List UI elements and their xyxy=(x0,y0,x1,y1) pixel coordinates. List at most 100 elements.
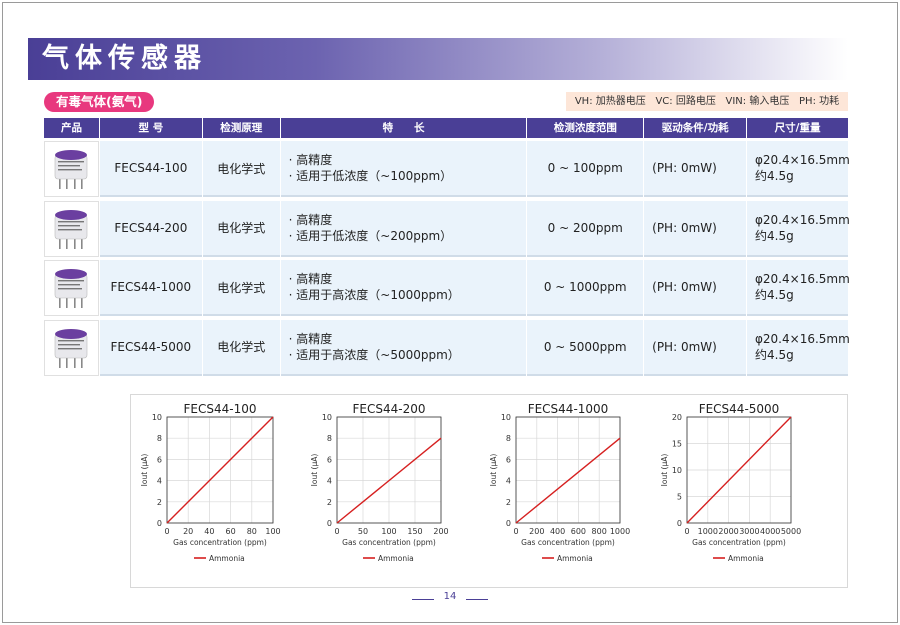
feature-concentration: · 适用于低浓度（~200ppm） xyxy=(288,228,453,243)
feature-accuracy: · 高精度 xyxy=(288,153,333,167)
feature-accuracy: · 高精度 xyxy=(288,331,333,346)
y-tick-label: 4 xyxy=(157,477,162,486)
page-number: 14 xyxy=(443,591,457,602)
principle-cell: 电化学式 xyxy=(202,200,280,257)
y-tick-label: 6 xyxy=(506,455,511,464)
y-tick-label: 4 xyxy=(506,477,511,486)
header-banner: 气体传感器 xyxy=(28,38,848,80)
power-cell: (PH: 0mW) xyxy=(644,260,746,316)
x-tick-label: 2000 xyxy=(718,527,738,536)
y-tick-label: 0 xyxy=(157,519,162,528)
series-line-ammonia xyxy=(686,416,792,524)
x-tick-label: 80 xyxy=(247,527,257,536)
power-cell: (PH: 0mW) xyxy=(644,200,746,257)
plot-frame xyxy=(686,416,792,524)
feature-concentration: · 适用于高浓度（~1000ppm） xyxy=(288,288,460,302)
x-tick-label: 1000 xyxy=(610,527,630,536)
x-axis-label: Gas concentration (ppm) xyxy=(521,538,615,547)
model-cell: FECS44-200 xyxy=(99,200,202,257)
y-tick-label: 0 xyxy=(506,519,511,528)
product-image xyxy=(44,141,99,197)
x-tick-label: 0 xyxy=(164,527,169,536)
y-tick-label: 10 xyxy=(152,413,162,422)
table-row: FECS44-100 电化学式 · 高精度 · 适用于低浓度（~100ppm） … xyxy=(44,141,850,197)
x-axis-label: Gas concentration (ppm) xyxy=(342,538,436,547)
legend-label: Ammonia xyxy=(557,554,593,563)
x-tick-label: 5000 xyxy=(781,527,801,536)
col-range: 检测浓度范围 xyxy=(527,118,644,138)
y-tick-label: 4 xyxy=(327,477,332,486)
table-row: FECS44-200 电化学式 · 高精度 · 适用于低浓度（~200ppm） … xyxy=(44,200,850,257)
range-cell: 0 ~ 200ppm xyxy=(527,200,644,257)
abbreviation-legend: VH: 加热器电压 VC: 回路电压 VIN: 输入电压 PH: 功耗 xyxy=(566,92,848,111)
size-cell: φ20.4×16.5mm 约4.5g xyxy=(747,260,850,316)
footer-line-right xyxy=(466,599,488,600)
weight-value: 约4.5g xyxy=(755,228,794,243)
x-tick-label: 40 xyxy=(204,527,214,536)
y-axis-label: Iout (μA) xyxy=(489,454,498,487)
sensor-icon xyxy=(55,209,88,249)
y-tick-label: 8 xyxy=(157,434,162,443)
feature-concentration: · 适用于低浓度（~100ppm） xyxy=(288,169,453,183)
sensor-icon xyxy=(55,269,88,308)
y-tick-label: 6 xyxy=(157,455,162,464)
x-tick-label: 150 xyxy=(407,527,422,536)
size-value: φ20.4×16.5mm xyxy=(755,331,850,346)
x-tick-label: 800 xyxy=(592,527,607,536)
x-tick-label: 4000 xyxy=(760,527,780,536)
x-tick-label: 0 xyxy=(513,527,518,536)
weight-value: 约4.5g xyxy=(755,169,794,183)
legend-label: Ammonia xyxy=(209,554,245,563)
y-tick-label: 0 xyxy=(677,519,682,528)
col-principle: 检测原理 xyxy=(202,118,280,138)
x-tick-label: 50 xyxy=(358,527,368,536)
y-axis-label: Iout (μA) xyxy=(660,454,669,487)
charts-panel: FECS44-100 0 20 40 60 80 100 0 2 4 6 8 10 Gas concent… xyxy=(130,394,848,588)
size-value: φ20.4×16.5mm xyxy=(755,212,850,227)
model-cell: FECS44-100 xyxy=(99,141,202,197)
legend-label: Ammonia xyxy=(728,554,764,563)
legend-vin: VIN: 输入电压 xyxy=(725,96,790,107)
size-value: φ20.4×16.5mm xyxy=(755,272,850,286)
section-label: 有毒气体(氨气) xyxy=(44,92,155,112)
chart: FECS44-200 0 50 100 150 200 0 2 4 6 8 10 Gas concent… xyxy=(310,402,449,563)
features-cell: · 高精度 · 适用于高浓度（~5000ppm） xyxy=(280,319,527,376)
legend-vh: VH: 加热器电压 xyxy=(574,96,646,107)
y-tick-label: 20 xyxy=(672,413,682,422)
size-cell: φ20.4×16.5mm 约4.5g xyxy=(747,141,850,197)
x-axis-label: Gas concentration (ppm) xyxy=(692,538,786,547)
x-tick-label: 200 xyxy=(433,527,448,536)
product-image xyxy=(44,200,99,257)
x-tick-label: 0 xyxy=(334,527,339,536)
chart: FECS44-1000 0 200 400 600 800 1000 0 2 4 6 8 10 Gas c… xyxy=(489,402,630,563)
x-tick-label: 60 xyxy=(226,527,236,536)
features-cell: · 高精度 · 适用于低浓度（~200ppm） xyxy=(280,200,527,257)
range-cell: 0 ~ 5000ppm xyxy=(527,319,644,376)
x-tick-label: 200 xyxy=(529,527,544,536)
x-tick-label: 100 xyxy=(381,527,396,536)
size-cell: φ20.4×16.5mm 约4.5g xyxy=(747,200,850,257)
chart-title: FECS44-100 xyxy=(184,402,257,416)
col-product: 产品 xyxy=(44,118,99,138)
table-row: FECS44-5000 电化学式 · 高精度 · 适用于高浓度（~5000ppm… xyxy=(44,319,850,376)
y-tick-label: 2 xyxy=(506,498,511,507)
series-line-ammonia xyxy=(336,437,442,524)
x-tick-label: 1000 xyxy=(698,527,718,536)
y-tick-label: 6 xyxy=(327,455,332,464)
feature-accuracy: · 高精度 xyxy=(288,272,333,286)
legend-vc: VC: 回路电压 xyxy=(655,96,716,107)
range-cell: 0 ~ 100ppm xyxy=(527,141,644,197)
y-axis-label: Iout (μA) xyxy=(140,454,149,487)
col-model: 型 号 xyxy=(99,118,202,138)
x-tick-label: 600 xyxy=(571,527,586,536)
principle-cell: 电化学式 xyxy=(202,141,280,197)
size-cell: φ20.4×16.5mm 约4.5g xyxy=(747,319,850,376)
legend-ph: PH: 功耗 xyxy=(799,96,840,107)
x-tick-label: 400 xyxy=(550,527,565,536)
series-line-ammonia xyxy=(515,437,621,524)
plot-frame xyxy=(336,416,442,524)
y-tick-label: 2 xyxy=(157,498,162,507)
principle-cell: 电化学式 xyxy=(202,260,280,316)
y-tick-label: 2 xyxy=(327,498,332,507)
